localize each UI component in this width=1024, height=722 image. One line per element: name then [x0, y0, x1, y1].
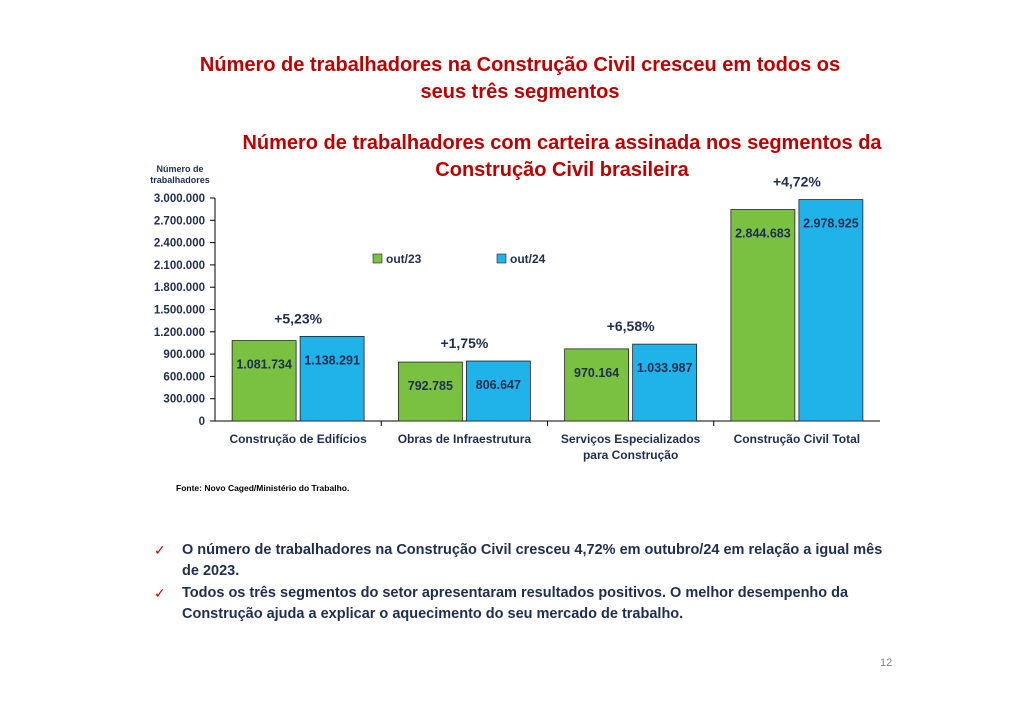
legend-label: out/24	[510, 252, 546, 266]
y-tick-label: 2.700.000	[154, 215, 205, 227]
bullet-list: ✓ O número de trabalhadores na Construçã…	[152, 540, 892, 626]
bar-value-label: 1.081.734	[236, 358, 292, 372]
growth-label: +1,75%	[440, 335, 488, 351]
y-tick-label: 600.000	[163, 371, 205, 383]
slide-title-line2: seus três segmentos	[420, 81, 620, 103]
bar-out-24	[465, 360, 531, 422]
x-category-label: Construção Civil Total	[734, 432, 860, 446]
bullet-item: ✓ Todos os três segmentos do setor apres…	[152, 583, 892, 625]
bar-out-23	[564, 348, 630, 422]
y-tick-label: 2.100.000	[154, 260, 205, 272]
legend-swatch-out-24	[496, 253, 507, 264]
bar-out-24	[299, 335, 365, 422]
bullet-text: Todos os três segmentos do setor apresen…	[182, 585, 849, 622]
bar-value-label: 806.647	[476, 378, 521, 392]
y-tick-label: 900.000	[163, 349, 205, 361]
y-tick-label: 1.500.000	[154, 305, 205, 317]
x-category-label: Serviços Especializados	[561, 432, 701, 446]
y-axis-label-line2: trabalhadores	[150, 175, 210, 185]
check-icon: ✓	[154, 585, 166, 601]
bar-out-24	[632, 343, 698, 422]
source-note: Fonte: Novo Caged/Ministério do Trabalho…	[176, 483, 350, 493]
bar-value-label: 1.138.291	[304, 353, 360, 367]
bar-value-label: 970.164	[574, 366, 619, 380]
chart-title-line1: Número de trabalhadores com carteira ass…	[242, 132, 882, 154]
bar-value-label: 1.033.987	[637, 361, 693, 375]
bar-out-24	[798, 199, 864, 422]
bar-value-label: 2.978.925	[803, 217, 859, 231]
bullet-text: O número de trabalhadores na Construção …	[182, 542, 883, 579]
slide-title: Número de trabalhadores na Construção Ci…	[150, 52, 890, 106]
y-tick-label: 2.400.000	[154, 238, 205, 250]
check-icon: ✓	[154, 542, 166, 558]
bar-value-label: 2.844.683	[735, 227, 791, 241]
legend-swatch-out-23	[372, 253, 383, 264]
chart-title-line2: Construção Civil brasileira	[435, 159, 689, 181]
y-tick-label: 3.000.000	[154, 193, 205, 205]
bar-out-23	[397, 361, 463, 422]
growth-label: +5,23%	[274, 310, 322, 326]
y-tick-label: 300.000	[163, 394, 205, 406]
bar-value-label: 792.785	[408, 379, 453, 393]
x-category-label: Obras de Infraestrutura	[398, 432, 532, 446]
legend-label: out/23	[386, 252, 422, 266]
page-number: 12	[880, 657, 893, 669]
y-tick-label: 1.800.000	[154, 282, 205, 294]
y-axis-label-line1: Número de	[156, 164, 203, 174]
y-tick-label: 1.200.000	[154, 327, 205, 339]
growth-label: +6,58%	[607, 318, 655, 334]
growth-label: +4,72%	[773, 174, 821, 190]
bar-out-23	[730, 209, 796, 422]
chart-title: Número de trabalhadores com carteira ass…	[232, 130, 892, 184]
bar-out-23	[231, 340, 297, 422]
y-tick-label: 0	[199, 416, 205, 428]
x-category-label: para Construção	[583, 448, 678, 462]
bullet-item: ✓ O número de trabalhadores na Construçã…	[152, 540, 892, 582]
x-category-label: Construção de Edifícios	[229, 432, 367, 446]
slide-title-line1: Número de trabalhadores na Construção Ci…	[199, 54, 841, 76]
